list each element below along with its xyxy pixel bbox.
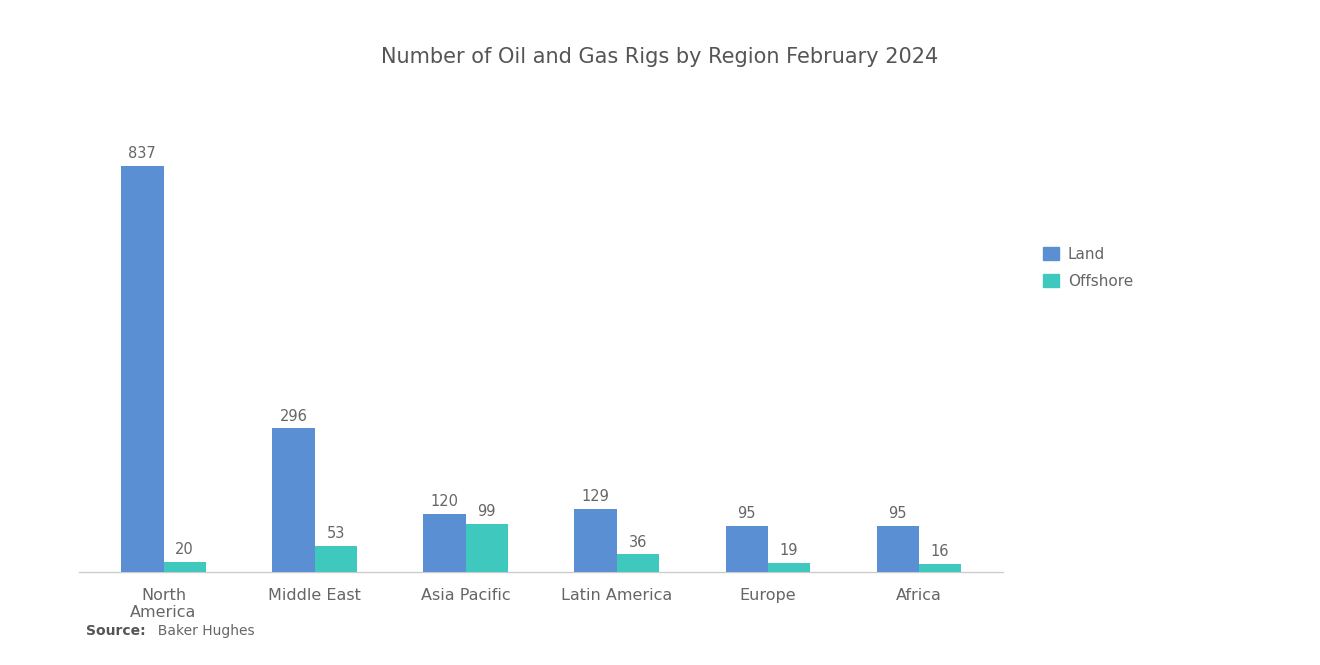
Bar (314, 546, 356, 572)
Bar (272, 428, 314, 572)
Text: 99: 99 (478, 504, 496, 519)
Text: Baker Hughes: Baker Hughes (149, 624, 255, 638)
Bar (574, 509, 616, 572)
Bar (466, 524, 508, 572)
Bar (616, 555, 659, 572)
Bar (424, 513, 466, 572)
Text: 120: 120 (430, 494, 458, 509)
Bar (768, 563, 810, 572)
Text: 53: 53 (326, 527, 345, 541)
Text: 95: 95 (888, 506, 907, 521)
Bar (164, 562, 206, 572)
Text: 36: 36 (628, 535, 647, 549)
Bar (121, 166, 164, 572)
Text: 129: 129 (582, 489, 610, 505)
Text: 20: 20 (176, 543, 194, 557)
Text: 837: 837 (128, 146, 156, 161)
Text: Source:: Source: (86, 624, 145, 638)
Legend: Land, Offshore: Land, Offshore (1038, 240, 1139, 295)
Text: 19: 19 (780, 543, 799, 558)
Text: 16: 16 (931, 544, 949, 559)
Text: 95: 95 (738, 506, 756, 521)
Text: 296: 296 (280, 408, 308, 424)
Bar (919, 564, 961, 572)
Bar (876, 526, 919, 572)
Bar (726, 526, 768, 572)
Text: Number of Oil and Gas Rigs by Region February 2024: Number of Oil and Gas Rigs by Region Feb… (381, 47, 939, 66)
